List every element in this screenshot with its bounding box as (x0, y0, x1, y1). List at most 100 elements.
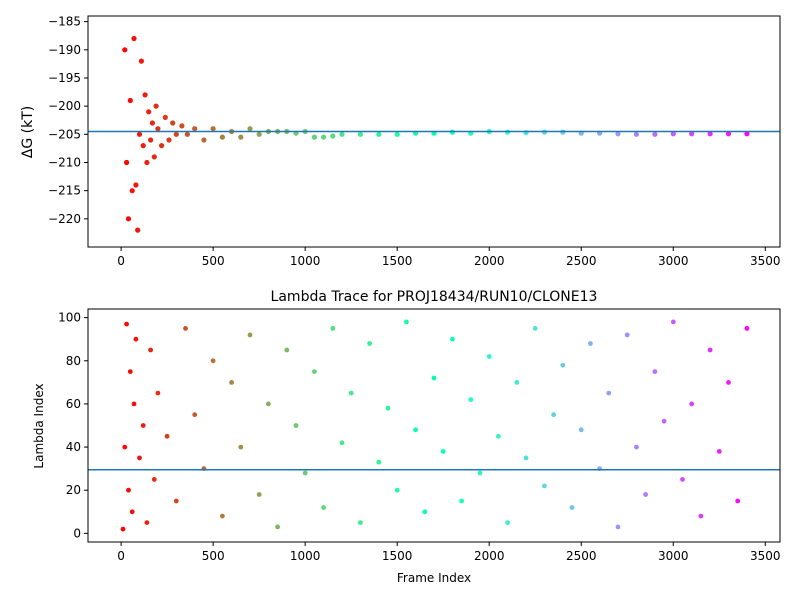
lam-point (532, 326, 538, 331)
lam-y-tick-label: 40 (66, 440, 81, 454)
dg-x-tick-label: 3000 (658, 254, 689, 268)
lam-point (744, 326, 750, 331)
dg-point (707, 131, 713, 137)
dg-y-ticks: −185 −190 −195 −200 −205 −210 −215 −220 (48, 15, 88, 226)
dg-x-tick-label: 500 (202, 254, 225, 268)
dg-point (210, 126, 216, 132)
dg-point (238, 134, 244, 140)
dg-point (170, 120, 176, 126)
lam-x-tick-label: 3500 (750, 549, 781, 563)
dg-point (311, 134, 317, 140)
lam-point (148, 347, 154, 353)
dg-point (689, 131, 695, 137)
dg-point (146, 109, 152, 115)
lam-point (164, 433, 170, 439)
lam-point (131, 401, 137, 407)
lam-point (385, 405, 391, 411)
lam-point (726, 380, 731, 385)
lam-point (367, 341, 372, 346)
lam-point (137, 455, 142, 461)
dg-point (725, 131, 732, 137)
lam-x-tick-label: 2000 (474, 549, 505, 563)
lam-point (129, 509, 135, 515)
lam-point (560, 362, 566, 368)
lam-point (126, 487, 131, 493)
dg-point (744, 131, 750, 137)
lam-point (127, 369, 133, 374)
lambda-y-ticks: 0 20 40 60 80 100 (58, 311, 88, 540)
lam-point (670, 319, 676, 325)
lam-point (321, 505, 326, 510)
dg-point (129, 188, 135, 194)
dg-point (173, 131, 179, 137)
dg-point (140, 143, 146, 149)
lam-point (634, 444, 639, 450)
dg-point (256, 131, 262, 137)
lam-point (192, 412, 198, 418)
lam-x-tick-label: 1500 (382, 549, 413, 563)
lam-point (210, 358, 216, 364)
dg-point (159, 143, 165, 149)
dg-point (184, 131, 190, 137)
lam-point (698, 513, 704, 519)
dg-point (670, 131, 676, 137)
lam-point (302, 470, 308, 476)
lam-point (468, 397, 474, 402)
dg-point (127, 97, 133, 104)
dg-point (155, 126, 161, 132)
dg-point (162, 114, 168, 120)
lam-point (173, 498, 179, 504)
dg-y-tick-label: −200 (48, 99, 81, 113)
lam-point (404, 319, 409, 325)
dg-y-tick-label: −205 (48, 127, 81, 141)
dg-panel: 0 500 1000 1500 2000 2500 3000 3500 −185 −190 −19… (20, 15, 781, 268)
lam-point (459, 498, 464, 504)
lam-point (643, 492, 648, 497)
dg-point (136, 131, 143, 137)
lam-point (542, 483, 547, 489)
lambda-plot-area (88, 309, 780, 542)
lam-point (155, 390, 161, 396)
dg-x-tick-label: 1500 (382, 254, 413, 268)
lam-point (496, 433, 501, 439)
lam-point (247, 332, 253, 338)
dg-point (633, 131, 640, 137)
dg-x-tick-label: 0 (117, 254, 125, 268)
dg-point (179, 123, 185, 129)
lam-point (578, 427, 584, 433)
dg-point (394, 131, 400, 137)
dg-point (153, 103, 159, 109)
lam-point (615, 524, 621, 530)
dg-x-tick-label: 2500 (566, 254, 597, 268)
lam-point (505, 520, 510, 525)
lam-point (339, 440, 345, 446)
dg-point (144, 159, 150, 166)
lam-y-tick-label: 100 (58, 311, 81, 325)
dg-point (125, 216, 132, 222)
dg-x-tick-label: 1000 (290, 254, 321, 268)
lam-point (689, 401, 695, 407)
lam-point (238, 444, 244, 450)
lam-point (735, 498, 741, 504)
dg-point (142, 92, 148, 98)
lam-point (394, 487, 400, 493)
lam-point (275, 524, 280, 530)
lam-point (124, 321, 129, 327)
lam-point (284, 347, 290, 353)
lambda-x-ticks: 0 500 1000 1500 2000 2500 3000 3500 (117, 542, 781, 563)
lam-point (624, 332, 630, 338)
lam-point (133, 336, 139, 342)
dg-point (330, 133, 336, 139)
lam-x-tick-label: 2500 (566, 549, 597, 563)
lam-point (707, 347, 713, 353)
dg-frame (87, 15, 781, 248)
lambda-title: Lambda Trace for PROJ18434/RUN10/CLONE13 (271, 289, 598, 305)
dg-point (219, 134, 225, 140)
dg-point (135, 227, 141, 233)
lam-point (358, 520, 363, 525)
lam-point (716, 449, 722, 454)
lam-x-tick-label: 500 (202, 549, 225, 563)
lam-point (183, 326, 188, 331)
lam-point (229, 380, 235, 385)
